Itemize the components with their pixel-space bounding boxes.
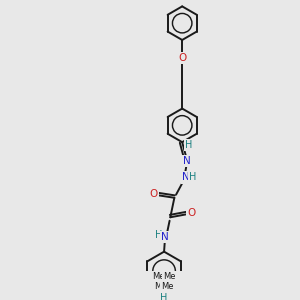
- Text: O: O: [178, 53, 186, 63]
- Text: N: N: [182, 172, 190, 182]
- Text: N: N: [160, 287, 168, 297]
- Text: Me: Me: [154, 282, 167, 291]
- Text: H: H: [185, 140, 193, 150]
- Text: H: H: [160, 293, 168, 300]
- Text: O: O: [149, 189, 158, 199]
- Text: Me: Me: [161, 282, 174, 291]
- Text: H: H: [155, 230, 162, 240]
- Text: O: O: [187, 208, 195, 218]
- Text: N: N: [161, 232, 169, 242]
- Text: Me: Me: [163, 272, 176, 281]
- Text: H: H: [189, 172, 196, 182]
- Text: N: N: [183, 156, 191, 166]
- Text: Me: Me: [152, 272, 165, 281]
